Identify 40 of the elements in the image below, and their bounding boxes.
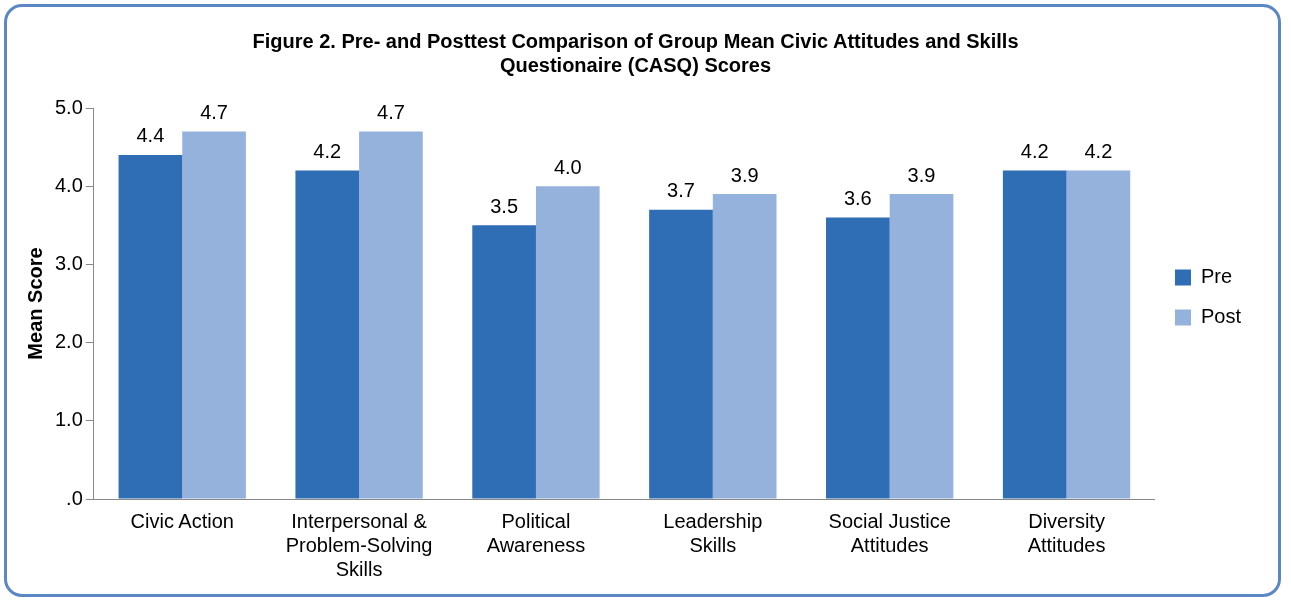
bar <box>182 131 246 499</box>
x-tick-label: Leadership Skills <box>663 509 763 556</box>
y-tick-label: 4.0 <box>54 173 83 196</box>
legend-label: Post <box>1200 305 1242 328</box>
data-label: 3.7 <box>667 179 695 202</box>
bar <box>535 186 600 499</box>
bar <box>649 209 713 499</box>
data-label: 3.9 <box>730 163 759 186</box>
x-tick-label: Social Justice Attitudes <box>828 509 951 556</box>
data-label: 4.2 <box>1084 140 1113 163</box>
bar <box>826 217 890 499</box>
y-tick-label: 5.0 <box>54 95 83 118</box>
y-tick-label: 2.0 <box>54 330 83 353</box>
bar <box>1066 170 1131 499</box>
data-label: 4.7 <box>200 100 228 123</box>
y-tick-label: 3.0 <box>54 251 83 274</box>
bar <box>889 194 954 499</box>
y-tick-label: .0 <box>66 486 83 509</box>
bar <box>712 194 777 499</box>
x-tick-label: Civic Action <box>130 509 234 532</box>
legend-label: Pre <box>1200 265 1233 288</box>
y-axis-title: Mean Score <box>23 247 46 360</box>
y-tick-label: 1.0 <box>54 408 83 431</box>
data-label: 3.6 <box>843 187 872 209</box>
data-label: 4.2 <box>313 140 342 163</box>
data-label: 4.0 <box>553 155 582 178</box>
chart-title: Figure 2. Pre- and Posttest Comparison of Group Mean Civic Attitudes and Skills Questionaire (CASQ) Scores <box>252 29 1019 76</box>
data-label: 3.9 <box>907 163 936 186</box>
bar <box>472 225 536 499</box>
bar <box>118 154 183 499</box>
x-tick-label: Political Awareness <box>486 509 586 556</box>
data-label: 4.7 <box>377 100 405 123</box>
data-label: 3.5 <box>490 194 519 217</box>
data-label: 4.4 <box>136 124 165 147</box>
bar <box>359 131 423 499</box>
x-tick-label: Diversity Attitudes <box>1027 509 1106 556</box>
bar <box>1002 170 1067 499</box>
bar <box>295 170 360 499</box>
x-tick-label: Interpersonal & Problem-Solving Skills <box>285 509 433 580</box>
data-label: 4.2 <box>1020 140 1049 163</box>
